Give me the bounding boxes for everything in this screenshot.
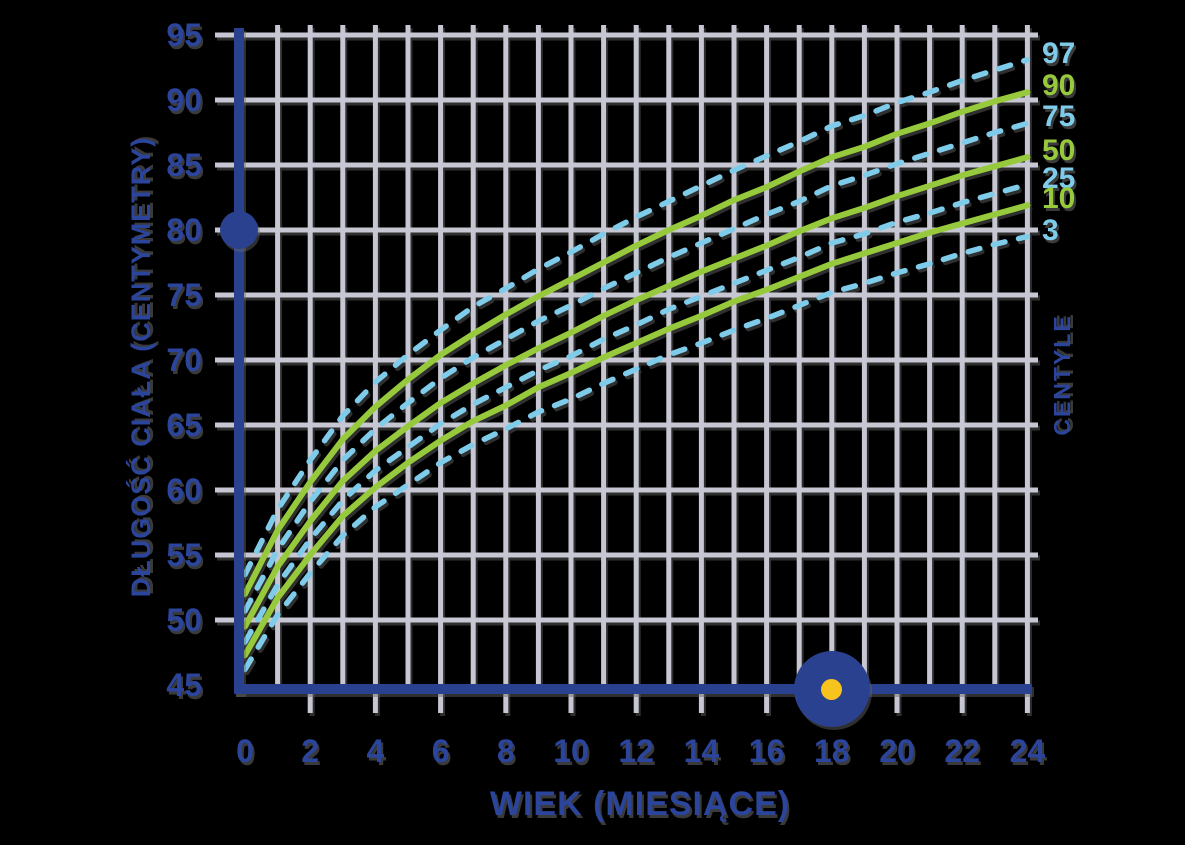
y-tick-label: 90	[166, 82, 202, 118]
centile-axis-title: CENTYLE	[1049, 314, 1075, 436]
centile-label: 90	[1042, 69, 1076, 103]
x-tick-label: 8	[496, 733, 515, 769]
x-tick-label: 16	[748, 733, 785, 769]
centile-label: 50	[1042, 134, 1076, 168]
y-tick-label: 95	[166, 17, 202, 53]
centile-label: 97	[1042, 36, 1076, 70]
y-tick-label: 55	[166, 537, 202, 573]
age-slider-track[interactable]	[234, 684, 1032, 694]
centile-label: 10	[1042, 182, 1076, 216]
x-tick-label: 2	[301, 733, 320, 769]
centile-label: 25	[1042, 161, 1076, 195]
x-tick-label: 22	[944, 733, 980, 769]
age-slider-handle[interactable]	[793, 651, 870, 727]
x-tick-label: 18	[814, 733, 850, 769]
x-tick-label: 20	[879, 733, 915, 769]
length-slider-track[interactable]	[234, 28, 244, 694]
y-tick-label: 65	[166, 407, 202, 443]
y-tick-label: 45	[166, 667, 202, 703]
age-slider-dot-icon	[821, 678, 843, 700]
length-slider-handle[interactable]	[220, 211, 258, 249]
centile-label: 3	[1042, 213, 1059, 247]
x-tick-label: 10	[553, 733, 589, 769]
x-tick-label: 12	[618, 733, 654, 769]
centile-label: 75	[1042, 100, 1076, 134]
y-tick-label: 80	[166, 212, 202, 248]
x-tick-label: 24	[1009, 733, 1046, 769]
x-tick-label: 4	[366, 733, 385, 769]
x-axis-title: WIEK (MIESIĄCE)	[489, 785, 791, 823]
y-tick-label: 50	[166, 602, 202, 638]
x-tick-label: 0	[236, 733, 254, 769]
y-tick-label: 75	[166, 277, 202, 313]
y-tick-label: 60	[166, 472, 202, 508]
y-tick-label: 85	[166, 147, 202, 183]
y-tick-label: 70	[166, 342, 202, 378]
x-tick-label: 14	[683, 733, 720, 769]
x-tick-label: 6	[431, 733, 450, 769]
